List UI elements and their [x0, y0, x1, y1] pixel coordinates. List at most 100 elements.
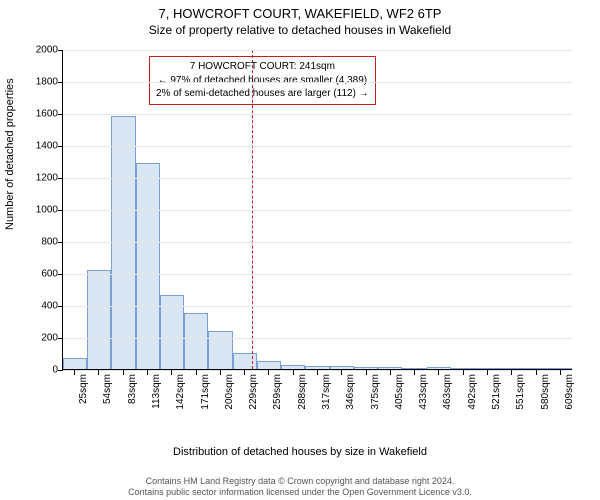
xtick-label: 375sqm: [370, 374, 381, 410]
ytick-label: 2000: [36, 45, 58, 56]
ytick-label: 1400: [36, 141, 58, 152]
bar: [548, 368, 572, 369]
xtick-mark: [147, 370, 148, 375]
ytick-label: 0: [52, 365, 58, 376]
ytick-mark: [58, 370, 63, 371]
ytick-mark: [58, 82, 63, 83]
xtick-mark: [123, 370, 124, 375]
xtick-label: 433sqm: [418, 374, 429, 410]
xtick-label: 113sqm: [151, 374, 162, 409]
ytick-mark: [58, 338, 63, 339]
xtick-label: 317sqm: [321, 374, 332, 410]
xtick-mark: [487, 370, 488, 375]
xtick-mark: [317, 370, 318, 375]
xtick-label: 521sqm: [491, 374, 502, 410]
xtick-mark: [390, 370, 391, 375]
ytick-mark: [58, 274, 63, 275]
xtick-mark: [268, 370, 269, 375]
xtick-mark: [196, 370, 197, 375]
page-subtitle: Size of property relative to detached ho…: [0, 23, 600, 37]
bar: [281, 365, 305, 369]
xtick-label: 83sqm: [127, 374, 138, 404]
xtick-mark: [171, 370, 172, 375]
xtick-mark: [74, 370, 75, 375]
bar: [499, 368, 523, 369]
bar: [87, 270, 111, 369]
ytick-mark: [58, 178, 63, 179]
footnote: Contains HM Land Registry data © Crown c…: [0, 476, 600, 499]
annotation-box: 7 HOWCROFT COURT: 241sqm← 97% of detache…: [149, 56, 376, 105]
ytick-mark: [58, 50, 63, 51]
ytick-label: 1000: [36, 205, 58, 216]
bar: [378, 367, 402, 369]
xtick-mark: [366, 370, 367, 375]
xtick-label: 609sqm: [564, 374, 575, 410]
xtick-mark: [220, 370, 221, 375]
xtick-label: 346sqm: [345, 374, 356, 410]
xtick-label: 25sqm: [78, 374, 89, 404]
page-title: 7, HOWCROFT COURT, WAKEFIELD, WF2 6TP: [0, 6, 600, 21]
ytick-label: 1200: [36, 173, 58, 184]
gridline: [63, 50, 572, 51]
xtick-mark: [244, 370, 245, 375]
xtick-mark: [414, 370, 415, 375]
ytick-label: 600: [41, 269, 58, 280]
xtick-label: 142sqm: [175, 374, 186, 410]
gridline: [63, 242, 572, 243]
gridline: [63, 178, 572, 179]
xtick-mark: [463, 370, 464, 375]
ytick-mark: [58, 114, 63, 115]
annotation-line: 2% of semi-detached houses are larger (1…: [156, 87, 369, 101]
bar: [208, 331, 232, 369]
gridline: [63, 210, 572, 211]
annotation-line: ← 97% of detached houses are smaller (4,…: [156, 74, 369, 88]
ytick-label: 400: [41, 301, 58, 312]
bar: [330, 366, 354, 369]
gridline: [63, 82, 572, 83]
xtick-label: 54sqm: [102, 374, 113, 404]
bar: [402, 368, 426, 369]
y-axis-label: Number of detached properties: [4, 78, 16, 230]
gridline: [63, 338, 572, 339]
xtick-mark: [536, 370, 537, 375]
xtick-label: 551sqm: [515, 374, 526, 410]
bar: [451, 368, 475, 369]
xtick-mark: [98, 370, 99, 375]
xtick-mark: [560, 370, 561, 375]
gridline: [63, 274, 572, 275]
bar: [233, 353, 257, 369]
ytick-mark: [58, 146, 63, 147]
xtick-label: 200sqm: [224, 374, 235, 410]
xtick-mark: [341, 370, 342, 375]
bar: [257, 361, 281, 369]
ytick-mark: [58, 210, 63, 211]
xtick-label: 171sqm: [200, 374, 211, 410]
xtick-label: 229sqm: [248, 374, 259, 410]
xtick-label: 580sqm: [540, 374, 551, 410]
bar: [184, 313, 208, 369]
footnote-line2: Contains public sector information licen…: [0, 487, 600, 498]
footnote-line1: Contains HM Land Registry data © Crown c…: [0, 476, 600, 487]
xtick-label: 463sqm: [442, 374, 453, 410]
bar: [305, 366, 329, 369]
gridline: [63, 114, 572, 115]
bar: [63, 358, 87, 369]
bar: [427, 367, 451, 369]
ytick-mark: [58, 306, 63, 307]
histogram-chart: 7 HOWCROFT COURT: 241sqm← 97% of detache…: [62, 50, 572, 420]
plot-area: 7 HOWCROFT COURT: 241sqm← 97% of detache…: [62, 50, 572, 370]
bar: [475, 368, 499, 369]
ytick-label: 800: [41, 237, 58, 248]
xtick-mark: [511, 370, 512, 375]
gridline: [63, 306, 572, 307]
annotation-line: 7 HOWCROFT COURT: 241sqm: [156, 60, 369, 74]
xtick-mark: [293, 370, 294, 375]
x-axis-label: Distribution of detached houses by size …: [0, 446, 600, 458]
bar: [523, 368, 547, 369]
xtick-label: 492sqm: [467, 374, 478, 410]
xtick-label: 288sqm: [297, 374, 308, 410]
ytick-label: 1600: [36, 109, 58, 120]
ytick-mark: [58, 242, 63, 243]
ytick-label: 200: [41, 333, 58, 344]
xtick-label: 259sqm: [272, 374, 283, 410]
